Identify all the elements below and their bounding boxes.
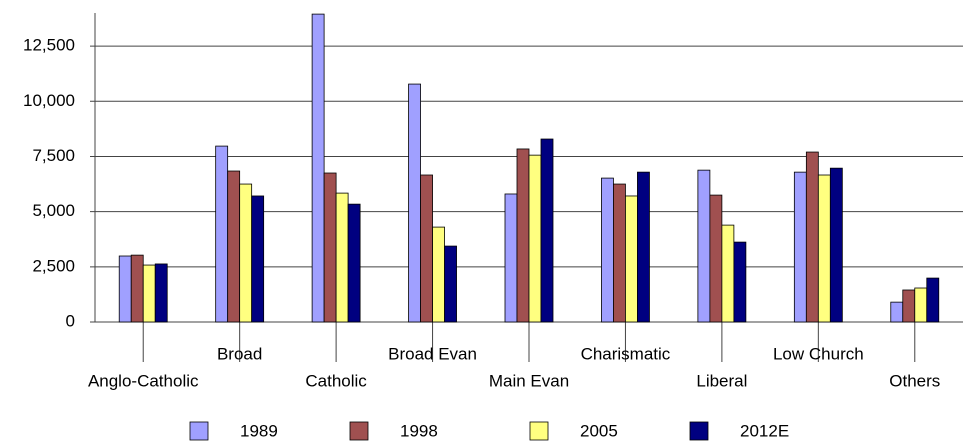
x-tick-label: Catholic: [305, 371, 367, 390]
bar: [335, 192, 349, 323]
bar: [890, 301, 904, 323]
bar: [142, 264, 156, 323]
legend-swatch: [189, 421, 209, 441]
y-tick-label: 0: [66, 311, 75, 330]
bar: [516, 148, 530, 323]
bar: [613, 183, 626, 323]
y-tick-label: 2,500: [32, 256, 75, 275]
x-tick-label: Others: [889, 371, 940, 390]
x-tick-label: Charismatic: [581, 344, 671, 363]
y-tick-label: 5,000: [32, 201, 75, 220]
bar: [697, 169, 711, 323]
legend-label: 2005: [580, 421, 618, 440]
bar: [528, 154, 542, 323]
bar: [817, 174, 831, 323]
legend-label: 2012E: [740, 421, 789, 440]
x-tick-label: Broad Evan: [388, 344, 477, 363]
bar: [323, 172, 337, 323]
bar: [154, 263, 168, 323]
bar: [130, 254, 144, 323]
bar: [215, 145, 229, 323]
bar: [504, 193, 518, 323]
x-tick-label: Broad: [217, 344, 262, 363]
legend-swatch: [689, 421, 709, 441]
legend-label: 1998: [400, 421, 438, 440]
bar: [637, 171, 650, 323]
bar: [721, 224, 735, 323]
bar: [805, 151, 819, 323]
bar: [829, 167, 843, 323]
y-tick-label: 7,500: [32, 146, 75, 165]
x-tick-label: Low Church: [773, 344, 864, 363]
bar: [625, 195, 638, 323]
y-tick-label: 12,500: [23, 36, 75, 55]
bar: [926, 277, 940, 323]
bar: [902, 289, 916, 323]
bar: [914, 287, 928, 323]
bar: [444, 245, 457, 323]
x-tick-label: Main Evan: [489, 371, 569, 390]
bar: [408, 83, 421, 323]
bar: [432, 226, 445, 323]
bar: [540, 138, 554, 323]
bar: [311, 13, 325, 323]
bar: [347, 203, 361, 323]
bar: [227, 170, 241, 323]
legend-label: 1989: [240, 421, 278, 440]
bar: [239, 183, 253, 323]
y-tick-label: 10,000: [23, 91, 75, 110]
x-tick-label: Liberal: [696, 371, 747, 390]
bar: [793, 171, 807, 323]
bar: [251, 195, 265, 323]
bar: [733, 241, 747, 323]
bar: [601, 177, 614, 323]
x-tick-label: Anglo-Catholic: [88, 371, 199, 390]
bar: [709, 194, 723, 323]
bar: [118, 255, 132, 323]
legend-swatch: [349, 421, 369, 441]
legend-swatch: [529, 421, 549, 441]
bar: [420, 174, 433, 323]
